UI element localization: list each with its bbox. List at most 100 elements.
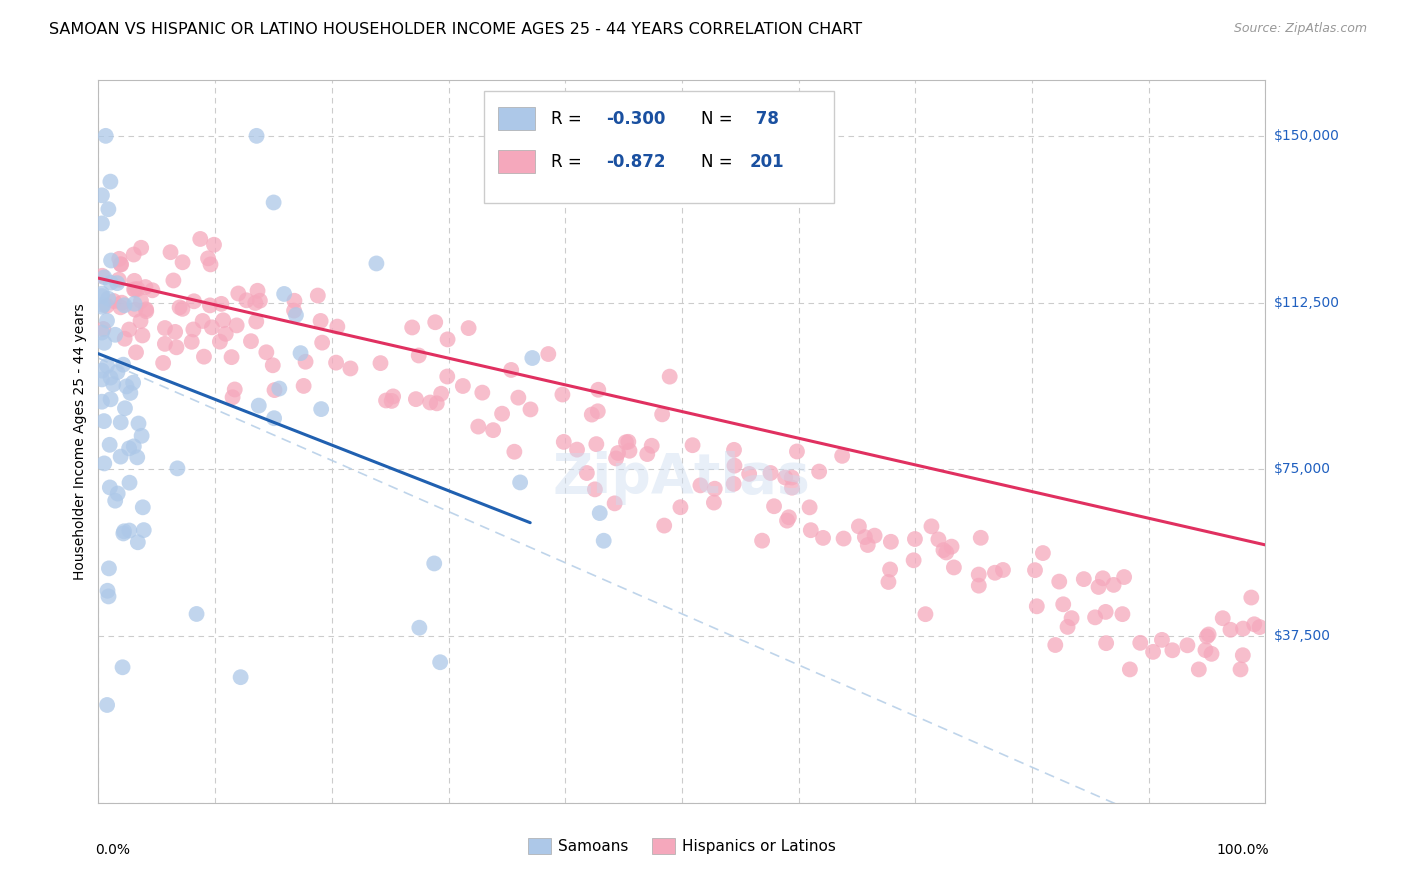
Point [429,655,451,669]
Point [967,579,990,593]
Point [262,359,284,373]
Point [283,303,305,318]
Point [1232,622,1254,636]
Point [991,563,1014,577]
Point [309,314,332,328]
Point [773,470,796,484]
Point [408,621,430,635]
Point [856,538,879,552]
Point [1249,620,1271,634]
Point [108,252,131,266]
Point [93,414,115,428]
Point [581,408,603,422]
Point [553,434,575,449]
Point [1194,643,1216,657]
Point [799,500,821,515]
Point [942,560,965,574]
Point [586,404,609,418]
Point [127,535,149,549]
Point [229,670,252,684]
Point [1150,632,1173,647]
Point [1047,574,1070,589]
FancyBboxPatch shape [498,151,534,173]
Point [658,369,681,384]
Point [914,607,936,622]
Point [682,438,704,452]
Point [607,446,630,460]
Point [763,500,786,514]
Point [221,350,243,364]
Point [669,500,692,515]
Point [592,533,614,548]
Point [1212,611,1234,625]
Point [183,294,205,309]
Point [132,500,155,515]
Point [1024,563,1046,577]
Text: $150,000: $150,000 [1274,128,1340,143]
Point [245,128,267,143]
Point [90,363,112,377]
Point [366,256,388,270]
Point [605,451,627,466]
Point [90,300,112,314]
Point [703,482,725,496]
Point [1091,571,1114,585]
Point [90,188,112,202]
Point [100,392,122,407]
Point [239,334,262,349]
Text: 201: 201 [749,153,785,171]
Point [419,395,441,409]
Point [215,326,238,341]
Point [129,293,152,308]
Point [723,458,745,473]
Point [863,529,886,543]
Point [166,461,188,475]
Point [235,293,257,308]
Point [93,457,115,471]
Point [90,326,112,340]
Point [880,534,903,549]
Point [97,590,120,604]
Point [1119,662,1142,676]
Point [619,443,641,458]
Point [245,296,267,310]
Point [273,287,295,301]
Point [221,390,243,404]
Point [94,128,117,143]
Point [751,533,773,548]
Point [97,202,120,217]
Point [652,518,675,533]
Point [1240,591,1263,605]
Point [124,296,146,310]
Point [759,466,782,480]
Point [197,252,219,266]
Point [183,322,205,336]
Point [408,349,430,363]
Point [100,253,122,268]
Point [224,383,246,397]
Point [112,524,135,539]
Point [114,401,136,416]
Point [780,470,803,484]
Point [879,562,901,576]
Point [326,319,349,334]
Point [208,334,231,349]
Point [201,320,224,334]
Point [107,273,129,287]
Point [111,660,134,674]
Point [482,423,505,437]
Point [551,387,574,401]
Point [110,257,132,271]
Point [426,396,449,410]
Point [467,419,489,434]
Point [401,320,423,334]
Point [100,276,122,290]
Point [98,438,121,452]
Point [311,335,333,350]
Point [636,447,658,461]
Point [254,345,277,359]
Point [226,286,249,301]
Point [1188,662,1211,676]
Point [588,383,610,397]
Text: N =: N = [700,153,738,171]
